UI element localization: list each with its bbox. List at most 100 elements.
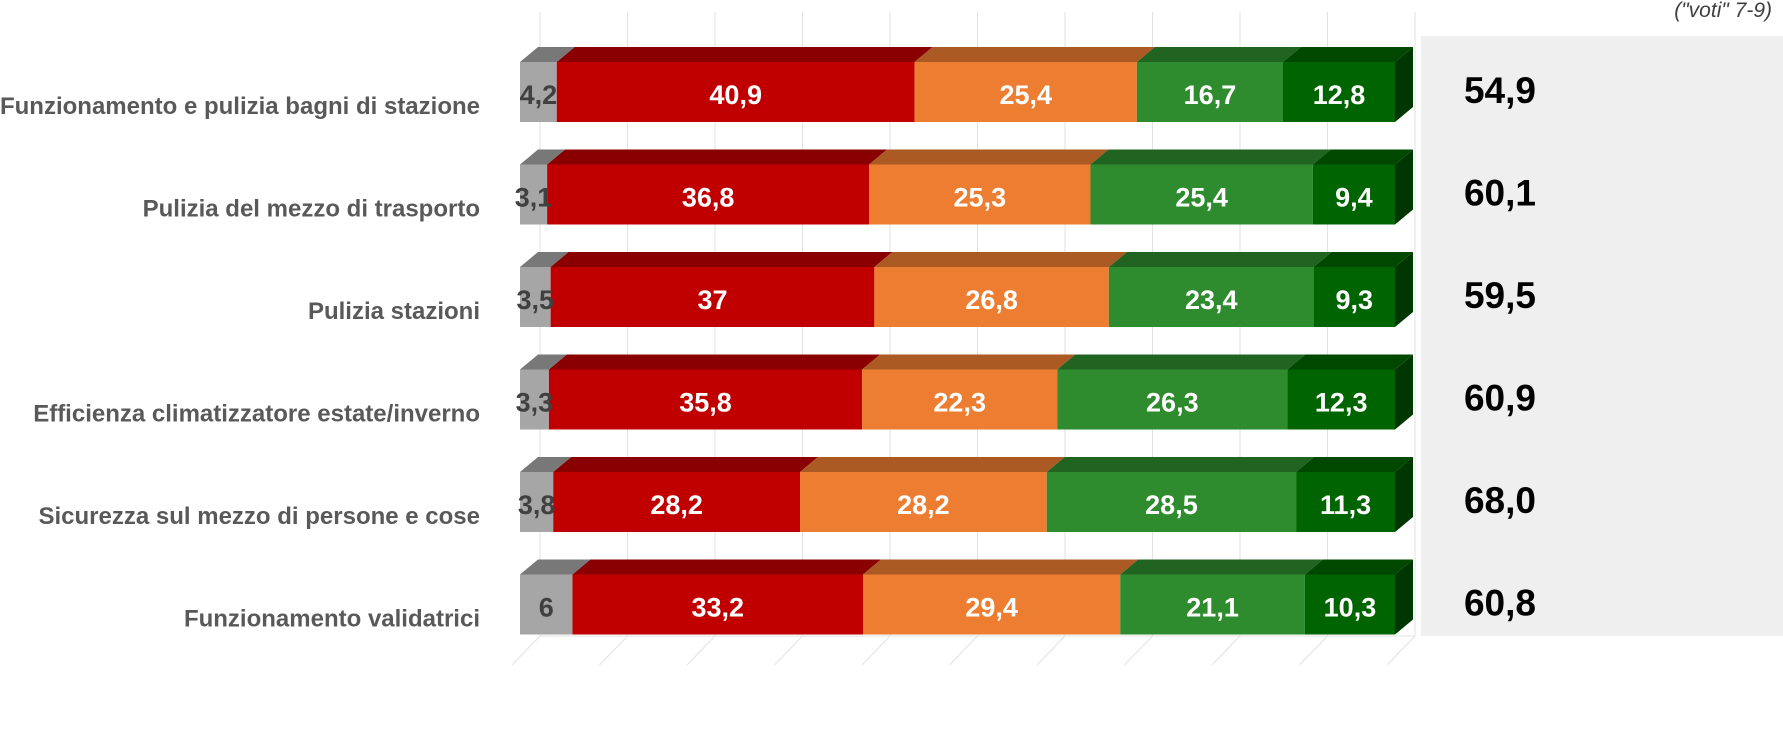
bar-segment-top xyxy=(572,559,881,575)
bar-segment xyxy=(547,164,870,225)
totals-background xyxy=(1421,36,1783,636)
bar-segment xyxy=(1287,369,1395,430)
bar-segment xyxy=(874,267,1109,327)
bar-segment-top xyxy=(550,252,893,267)
data-label: 25,4 xyxy=(1175,183,1228,213)
bar-segment xyxy=(520,574,573,635)
bar-segment xyxy=(1304,574,1395,635)
data-label: 3,3 xyxy=(516,388,554,418)
floor-gridline xyxy=(949,635,978,666)
data-label: 25,3 xyxy=(954,183,1007,213)
bar-segment-top xyxy=(869,149,1109,165)
data-label: 28,2 xyxy=(650,490,703,520)
data-label: 9,3 xyxy=(1336,285,1374,315)
bar-segment-top xyxy=(1046,457,1315,472)
bar-segment-top xyxy=(862,354,1076,370)
floor-gridline xyxy=(774,635,803,666)
bar-segment xyxy=(556,62,915,122)
data-label: 26,8 xyxy=(965,285,1018,315)
bar-segment xyxy=(548,369,863,430)
floor-gridline xyxy=(1211,635,1241,666)
data-label: 29,4 xyxy=(965,593,1018,623)
floor-gridline xyxy=(1386,635,1416,666)
data-label: 36,8 xyxy=(682,183,735,213)
bar-segment xyxy=(520,62,557,122)
bar-side-face xyxy=(1395,354,1413,430)
data-label: 37 xyxy=(697,285,727,315)
bar-segment xyxy=(1312,164,1395,225)
total-value: 60,1 xyxy=(1464,173,1536,214)
total-value: 68,0 xyxy=(1464,480,1536,521)
totals-header: ("voti" 7-9) xyxy=(1674,0,1772,22)
category-label: Funzionamento e pulizia bagni di stazion… xyxy=(0,93,480,120)
bar-segment xyxy=(520,267,551,327)
bar-segment-top xyxy=(520,149,566,165)
bar-segment xyxy=(1296,472,1395,532)
bar-side-face xyxy=(1395,149,1413,225)
floor-gridline xyxy=(599,635,628,666)
bars: 4,2 40,9 25,4 16,7 12,8 3,1 36,8 25,3 25,4 9,4 3,5… xyxy=(515,47,1413,635)
bar-segment-top xyxy=(1057,354,1306,370)
bar-segment-top xyxy=(863,559,1139,575)
bar-segment-top xyxy=(1304,559,1413,575)
data-label: 23,4 xyxy=(1185,285,1238,315)
bar-side-face xyxy=(1395,457,1413,532)
bar-segment-top xyxy=(1108,252,1332,267)
category-label: Pulizia del mezzo di trasporto xyxy=(143,196,480,223)
data-label: 21,1 xyxy=(1186,593,1239,623)
totals-panel: ("voti" 7-9) 54,9 60,1 59,5 60,9 68,0 60,8 xyxy=(1421,0,1783,636)
bar-segment xyxy=(572,574,863,635)
bar-segment xyxy=(1120,574,1305,635)
bar-segment-top xyxy=(1120,559,1323,575)
data-label: 35,8 xyxy=(679,388,732,418)
bar-segment-top xyxy=(520,457,572,472)
bar-side-face xyxy=(1395,47,1413,122)
bar-segment-top xyxy=(800,457,1065,472)
bar-segment-top xyxy=(556,47,933,62)
bar-segment-top xyxy=(1283,47,1413,62)
bar-segment xyxy=(1108,267,1314,327)
data-label: 40,9 xyxy=(709,80,762,110)
bar-segment-top xyxy=(1312,149,1413,165)
bar-segment-top xyxy=(548,354,881,370)
bar-segment xyxy=(1313,267,1395,327)
data-label: 3,8 xyxy=(518,490,556,520)
floor-gridline xyxy=(1299,635,1328,666)
bar-segment-top xyxy=(1287,354,1413,370)
data-label: 33,2 xyxy=(691,593,744,623)
total-value: 60,8 xyxy=(1464,583,1536,624)
data-label: 26,3 xyxy=(1146,388,1199,418)
data-label: 16,7 xyxy=(1184,80,1237,110)
data-label: 9,4 xyxy=(1335,183,1373,213)
category-label: Efficienza climatizzatore estate/inverno xyxy=(33,401,480,428)
bar-segment xyxy=(550,267,875,327)
bar-segment-top xyxy=(1090,149,1331,165)
floor-gridline xyxy=(861,635,891,666)
floor-gridline xyxy=(1036,635,1066,666)
data-label: 6 xyxy=(539,593,554,623)
data-label: 11,3 xyxy=(1320,490,1371,520)
floor-gridline xyxy=(511,635,541,666)
data-label: 22,3 xyxy=(933,388,986,418)
category-labels: Funzionamento e pulizia bagni di stazion… xyxy=(0,93,480,633)
bar-segment-top xyxy=(1296,457,1413,472)
bar-segment xyxy=(553,472,800,532)
data-label: 10,3 xyxy=(1324,593,1377,623)
data-label: 28,5 xyxy=(1145,490,1198,520)
bar-segment xyxy=(1046,472,1297,532)
floor-gridline xyxy=(686,635,716,666)
bar-segment-top xyxy=(520,47,575,62)
bar-segment-top xyxy=(520,252,569,267)
bar-segment xyxy=(1057,369,1288,430)
bar-segment xyxy=(1283,62,1395,122)
bar-segment xyxy=(1136,62,1283,122)
data-label: 3,1 xyxy=(515,183,553,213)
bar-segment xyxy=(520,164,548,225)
category-label: Sicurezza sul mezzo di persone e cose xyxy=(39,503,481,530)
bar-segment xyxy=(800,472,1047,532)
bar-segment-top xyxy=(553,457,818,472)
data-label: 28,2 xyxy=(897,490,950,520)
bar-segment-top xyxy=(914,47,1155,62)
bar-segment-top xyxy=(1136,47,1301,62)
